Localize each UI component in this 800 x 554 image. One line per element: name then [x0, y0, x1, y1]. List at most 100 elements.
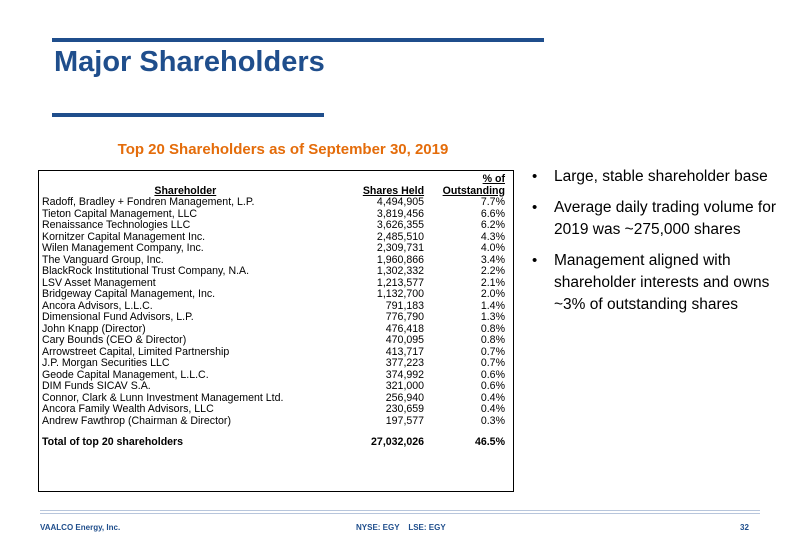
table-row: The Vanguard Group, Inc. 1,960,866 3.4% [41, 253, 511, 267]
pct-outstanding: 6.2% [480, 219, 505, 231]
pct-outstanding: 0.8% [480, 322, 505, 335]
pct-outstanding: 0.6% [480, 368, 505, 381]
title-underline [52, 113, 324, 117]
table-subtitle: Top 20 Shareholders as of September 30, … [117, 141, 449, 158]
pct-header-line2: Outstanding [442, 184, 505, 197]
shares-held: 2,309,731 [376, 242, 425, 254]
shares-header: Shares Held [362, 184, 425, 197]
shares-held: 27,032,026 [371, 436, 425, 448]
table-row: Connor, Clark & Lunn Investment Manageme… [41, 391, 511, 405]
pct-outstanding: 4.3% [480, 230, 505, 243]
shares-held: 3,819,456 [376, 207, 425, 220]
bullet-item: • Average daily trading volume for 2019 w… [532, 197, 792, 241]
pct-outstanding: 6.6% [480, 207, 505, 220]
pct-outstanding: 1.4% [480, 299, 505, 312]
shareholder-name: Kornitzer Capital Management Inc. [42, 230, 206, 243]
pct-outstanding: 2.0% [480, 288, 505, 300]
shareholder-name: BlackRock Institutional Trust Company, N… [42, 265, 250, 277]
table-header-row-1: % of [41, 173, 511, 186]
table-row: Ancora Family Wealth Advisors, LLC 230,65… [41, 403, 511, 416]
pct-outstanding: 0.7% [480, 357, 505, 369]
pct-outstanding: 0.8% [480, 334, 505, 346]
table-row: Wilen Management Company, Inc. 2,309,731 4… [41, 242, 511, 255]
table-row: John Knapp (Director) 476,418 0.8% [41, 322, 511, 336]
pct-outstanding: 7.7% [480, 196, 505, 208]
footer-divider [40, 510, 760, 511]
bullet-text: Average daily trading volume for 2019 wa… [554, 199, 777, 238]
shareholder-name: Radoff, Bradley + Fondren Management, L.… [42, 196, 255, 208]
pct-outstanding: 4.0% [480, 242, 505, 254]
table-row: Ancora Advisors, L.L.C. 791,183 1.4% [41, 299, 511, 313]
shareholder-name: John Knapp (Director) [42, 322, 146, 335]
shares-held: 476,418 [385, 322, 425, 335]
shareholder-name: The Vanguard Group, Inc. [42, 253, 164, 266]
shareholder-name: Dimensional Fund Advisors, L.P. [42, 311, 194, 323]
page-number: 32 [740, 523, 749, 532]
shares-held: 377,223 [385, 357, 425, 369]
shares-held: 197,577 [385, 414, 425, 427]
shares-held: 470,095 [385, 334, 425, 346]
pct-outstanding: 0.6% [480, 380, 505, 392]
bullet-text: Large, stable shareholder base [554, 168, 768, 185]
table-total-row: Total of top 20 shareholders 27,032,026 46… [41, 436, 511, 449]
footer-divider-secondary [40, 513, 760, 514]
shareholder-name: Ancora Family Wealth Advisors, LLC [42, 403, 214, 415]
key-points-list: • Large, stable shareholder base • Average … [532, 166, 792, 325]
shareholder-name: Cary Bounds (CEO & Director) [42, 334, 187, 346]
shareholder-name: J.P. Morgan Securities LLC [42, 357, 170, 369]
pct-header-line1: % of [482, 173, 505, 185]
shareholder-name: Connor, Clark & Lunn Investment Manageme… [42, 391, 284, 404]
table-row: Cary Bounds (CEO & Director) 470,095 0.8% [41, 334, 511, 347]
table-row: DIM Funds SICAV S.A. 321,000 0.6% [41, 380, 511, 393]
shareholder-name: DIM Funds SICAV S.A. [42, 380, 151, 392]
table-row: Geode Capital Management, L.L.C. 374,992 0… [41, 368, 511, 382]
pct-outstanding: 1.3% [480, 311, 505, 323]
shareholder-header: Shareholder [154, 184, 217, 197]
table-row: BlackRock Institutional Trust Company, N… [41, 265, 511, 278]
shares-held: 256,940 [385, 391, 425, 404]
page-title: Major Shareholders [54, 46, 325, 78]
shares-held: 791,183 [385, 299, 425, 312]
pct-outstanding: 46.5% [474, 436, 505, 448]
shares-held: 1,213,577 [376, 276, 425, 289]
shares-held: 2,485,510 [376, 230, 425, 243]
shares-held: 1,302,332 [376, 265, 425, 277]
table-row: Tieton Capital Management, LLC 3,819,456 6… [41, 207, 511, 221]
pct-outstanding: 0.4% [480, 403, 505, 415]
shares-held: 413,717 [385, 345, 425, 358]
shareholder-name: Total of top 20 shareholders [42, 436, 184, 448]
shares-held: 4,494,905 [376, 196, 425, 208]
shares-held: 776,790 [385, 311, 425, 323]
table-row: Kornitzer Capital Management Inc. 2,485,5… [41, 230, 511, 244]
top-rule [52, 38, 544, 42]
bullet-text: Management aligned with shareholder inte… [554, 252, 770, 313]
shareholder-name: Renaissance Technologies LLC [42, 219, 191, 231]
table-row: Arrowstreet Capital, Limited Partnership… [41, 345, 511, 359]
shareholder-name: Geode Capital Management, L.L.C. [42, 368, 209, 381]
pct-outstanding: 2.2% [480, 265, 505, 277]
shares-held: 230,659 [385, 403, 425, 415]
pct-outstanding: 0.3% [480, 414, 505, 427]
shareholder-name: Andrew Fawthrop (Chairman & Director) [42, 414, 231, 427]
shareholder-name: Arrowstreet Capital, Limited Partnership [42, 345, 230, 358]
bullet-item: • Management aligned with shareholder int… [532, 250, 792, 316]
table-row: Andrew Fawthrop (Chairman & Director) 197… [41, 414, 511, 428]
table-row: Radoff, Bradley + Fondren Management, L.… [41, 196, 511, 209]
shares-held: 3,626,355 [376, 219, 425, 231]
table-row: Bridgeway Capital Management, Inc. 1,132,… [41, 288, 511, 301]
pct-outstanding: 0.4% [480, 391, 505, 404]
bullet-dot-icon: • [532, 168, 538, 185]
shareholder-name: LSV Asset Management [42, 276, 156, 289]
shares-held: 374,992 [385, 368, 425, 381]
shareholder-name: Bridgeway Capital Management, Inc. [42, 288, 216, 300]
shareholders-table: % of Shareholder Shares Held Outstanding… [38, 170, 514, 492]
shares-held: 321,000 [385, 380, 425, 392]
pct-outstanding: 3.4% [480, 253, 505, 266]
shareholder-name: Wilen Management Company, Inc. [42, 242, 204, 254]
table-row: Dimensional Fund Advisors, L.P. 776,790 1.… [41, 311, 511, 324]
bullet-dot-icon: • [532, 199, 538, 216]
bullet-dot-icon: • [532, 252, 538, 269]
shares-held: 1,960,866 [376, 253, 425, 266]
pct-outstanding: 2.1% [480, 276, 505, 289]
table-row: Renaissance Technologies LLC 3,626,355 6.2… [41, 219, 511, 232]
